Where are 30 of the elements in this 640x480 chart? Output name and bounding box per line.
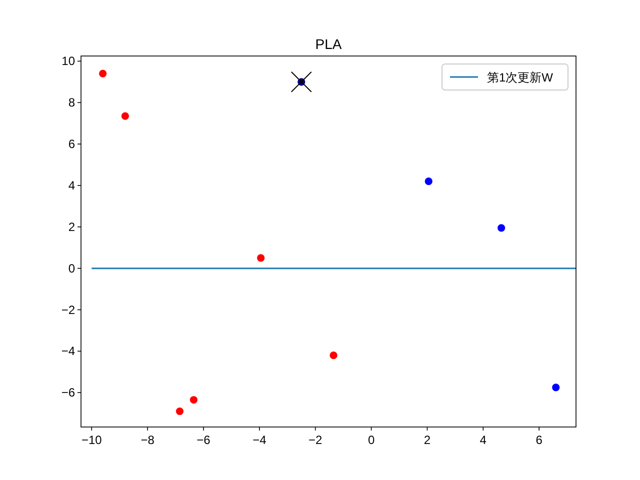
x-tick-label: −8 — [140, 433, 155, 447]
x-tick-label: −4 — [252, 433, 267, 447]
legend-label: 第1次更新W — [487, 70, 554, 84]
point — [424, 178, 432, 186]
x-tick-label: 2 — [424, 433, 431, 447]
y-tick-label: 8 — [68, 96, 76, 110]
x-tick-label: −2 — [308, 433, 323, 447]
y-tick-label: −6 — [61, 386, 76, 400]
x-tick-label: −6 — [196, 433, 211, 447]
x-tick-label: −10 — [81, 433, 102, 447]
chart-title: PLA — [315, 36, 342, 52]
x-tick-label: 6 — [536, 433, 543, 447]
point — [99, 70, 107, 78]
point — [498, 224, 506, 232]
point — [190, 396, 198, 404]
y-tick-label: 4 — [68, 178, 76, 192]
x-tick-label: 0 — [368, 433, 375, 447]
point — [290, 71, 312, 92]
point — [552, 384, 560, 392]
y-tick-label: 10 — [62, 54, 76, 68]
y-tick-label: 0 — [68, 261, 76, 276]
point — [121, 112, 129, 120]
point — [176, 407, 184, 416]
y-tick-label: 6 — [68, 137, 76, 152]
point — [257, 254, 265, 262]
point — [330, 352, 338, 360]
y-tick-label: −4 — [61, 344, 76, 358]
y-tick-label: 2 — [68, 220, 76, 234]
y-tick-label: −2 — [61, 302, 76, 317]
x-tick-label: 4 — [480, 433, 487, 447]
